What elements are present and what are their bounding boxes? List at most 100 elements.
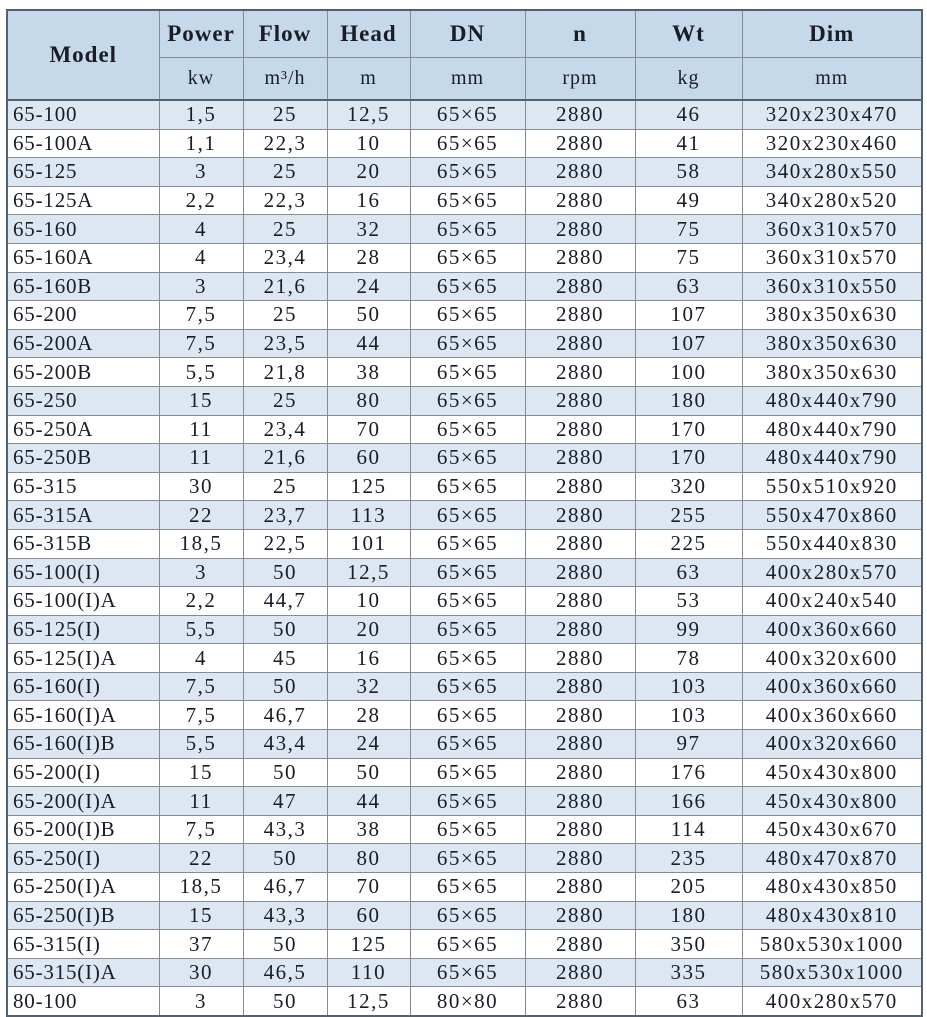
value-cell: 12,5 xyxy=(326,986,411,1017)
value-cell: 480x440x790 xyxy=(741,443,923,473)
value-cell: 125 xyxy=(326,929,411,959)
model-cell: 65-250(I)A xyxy=(6,872,160,902)
unit-dn: mm xyxy=(409,57,526,101)
value-cell: 2880 xyxy=(524,614,636,645)
value-cell: 43,4 xyxy=(242,729,328,759)
model-cell: 65-250(I)B xyxy=(6,900,160,931)
value-cell: 18,5 xyxy=(158,528,244,559)
value-cell: 65×65 xyxy=(409,900,526,931)
value-cell: 37 xyxy=(158,929,244,959)
model-cell: 65-200B xyxy=(6,357,160,387)
model-cell: 65-100A xyxy=(6,128,160,159)
value-cell: 24 xyxy=(326,729,411,759)
table-row: 65-125 3 25 20 65×65 2880 58 340x280x550 xyxy=(6,157,923,187)
value-cell: 65×65 xyxy=(409,929,526,959)
value-cell: 400x360x660 xyxy=(741,671,923,702)
value-cell: 25 xyxy=(242,214,328,244)
value-cell: 480x440x790 xyxy=(741,385,923,416)
value-cell: 4 xyxy=(158,643,244,673)
table-row: 65-250B 11 21,6 60 65×65 2880 170 480x440x790 xyxy=(6,443,923,473)
value-cell: 2880 xyxy=(524,500,636,530)
value-cell: 18,5 xyxy=(158,872,244,902)
col-header-head: Head xyxy=(326,9,411,58)
value-cell: 2880 xyxy=(524,328,636,359)
value-cell: 113 xyxy=(326,500,411,530)
value-cell: 4 xyxy=(158,214,244,244)
value-cell: 2880 xyxy=(524,99,636,130)
value-cell: 480x430x850 xyxy=(741,872,923,902)
model-cell: 65-200 xyxy=(6,300,160,330)
value-cell: 43,3 xyxy=(242,900,328,931)
value-cell: 21,8 xyxy=(242,357,328,387)
pump-spec-table: Model Power Flow Head DN n Wt Dim kw m³/… xyxy=(6,9,923,1017)
value-cell: 7,5 xyxy=(158,814,244,845)
value-cell: 65×65 xyxy=(409,471,526,502)
table-row: 65-315B 18,5 22,5 101 65×65 2880 225 550x440x83… xyxy=(6,528,923,559)
value-cell: 63 xyxy=(634,271,743,302)
value-cell: 50 xyxy=(242,757,328,788)
value-cell: 400x280x570 xyxy=(741,557,923,588)
value-cell: 1,1 xyxy=(158,128,244,159)
value-cell: 2880 xyxy=(524,586,636,616)
model-cell: 65-200A xyxy=(6,328,160,359)
value-cell: 22,5 xyxy=(242,528,328,559)
value-cell: 450x430x800 xyxy=(741,757,923,788)
value-cell: 49 xyxy=(634,185,743,216)
value-cell: 70 xyxy=(326,872,411,902)
value-cell: 60 xyxy=(326,443,411,473)
value-cell: 7,5 xyxy=(158,671,244,702)
value-cell: 2880 xyxy=(524,414,636,445)
table-row: 65-315(I)A 30 46,5 110 65×65 2880 335 580x530x1… xyxy=(6,957,923,988)
value-cell: 75 xyxy=(634,214,743,244)
model-cell: 65-315 xyxy=(6,471,160,502)
value-cell: 400x360x660 xyxy=(741,614,923,645)
value-cell: 400x360x660 xyxy=(741,700,923,731)
model-cell: 65-315A xyxy=(6,500,160,530)
value-cell: 15 xyxy=(158,900,244,931)
value-cell: 25 xyxy=(242,300,328,330)
value-cell: 65×65 xyxy=(409,786,526,816)
value-cell: 23,5 xyxy=(242,328,328,359)
table-row: 65-160 4 25 32 65×65 2880 75 360x310x570 xyxy=(6,214,923,244)
value-cell: 65×65 xyxy=(409,586,526,616)
value-cell: 65×65 xyxy=(409,357,526,387)
value-cell: 30 xyxy=(158,471,244,502)
model-cell: 65-125(I)A xyxy=(6,643,160,673)
value-cell: 80 xyxy=(326,843,411,874)
value-cell: 100 xyxy=(634,357,743,387)
value-cell: 21,6 xyxy=(242,443,328,473)
value-cell: 2880 xyxy=(524,128,636,159)
model-cell: 65-125A xyxy=(6,185,160,216)
table-row: 65-160(I)A 7,5 46,7 28 65×65 2880 103 400x360x6… xyxy=(6,700,923,731)
value-cell: 28 xyxy=(326,700,411,731)
value-cell: 2880 xyxy=(524,929,636,959)
table-row: 65-250(I)A 18,5 46,7 70 65×65 2880 205 480x430x… xyxy=(6,872,923,902)
value-cell: 180 xyxy=(634,900,743,931)
value-cell: 3 xyxy=(158,157,244,187)
value-cell: 22 xyxy=(158,500,244,530)
value-cell: 170 xyxy=(634,443,743,473)
value-cell: 550x440x830 xyxy=(741,528,923,559)
value-cell: 65×65 xyxy=(409,271,526,302)
value-cell: 2880 xyxy=(524,814,636,845)
value-cell: 50 xyxy=(242,986,328,1017)
table-row: 65-125(I) 5,5 50 20 65×65 2880 99 400x360x660 xyxy=(6,614,923,645)
table-header: Model Power Flow Head DN n Wt Dim kw m³/… xyxy=(6,9,923,101)
model-cell: 65-125 xyxy=(6,157,160,187)
value-cell: 550x510x920 xyxy=(741,471,923,502)
value-cell: 38 xyxy=(326,814,411,845)
value-cell: 47 xyxy=(242,786,328,816)
model-cell: 65-100(I)A xyxy=(6,586,160,616)
value-cell: 2880 xyxy=(524,757,636,788)
value-cell: 480x430x810 xyxy=(741,900,923,931)
value-cell: 2880 xyxy=(524,214,636,244)
value-cell: 3 xyxy=(158,557,244,588)
value-cell: 25 xyxy=(242,157,328,187)
value-cell: 65×65 xyxy=(409,814,526,845)
value-cell: 50 xyxy=(242,843,328,874)
value-cell: 340x280x520 xyxy=(741,185,923,216)
table-row: 65-200B 5,5 21,8 38 65×65 2880 100 380x350x630 xyxy=(6,357,923,387)
value-cell: 360x310x570 xyxy=(741,242,923,273)
value-cell: 24 xyxy=(326,271,411,302)
table-row: 65-250A 11 23,4 70 65×65 2880 170 480x440x790 xyxy=(6,414,923,445)
